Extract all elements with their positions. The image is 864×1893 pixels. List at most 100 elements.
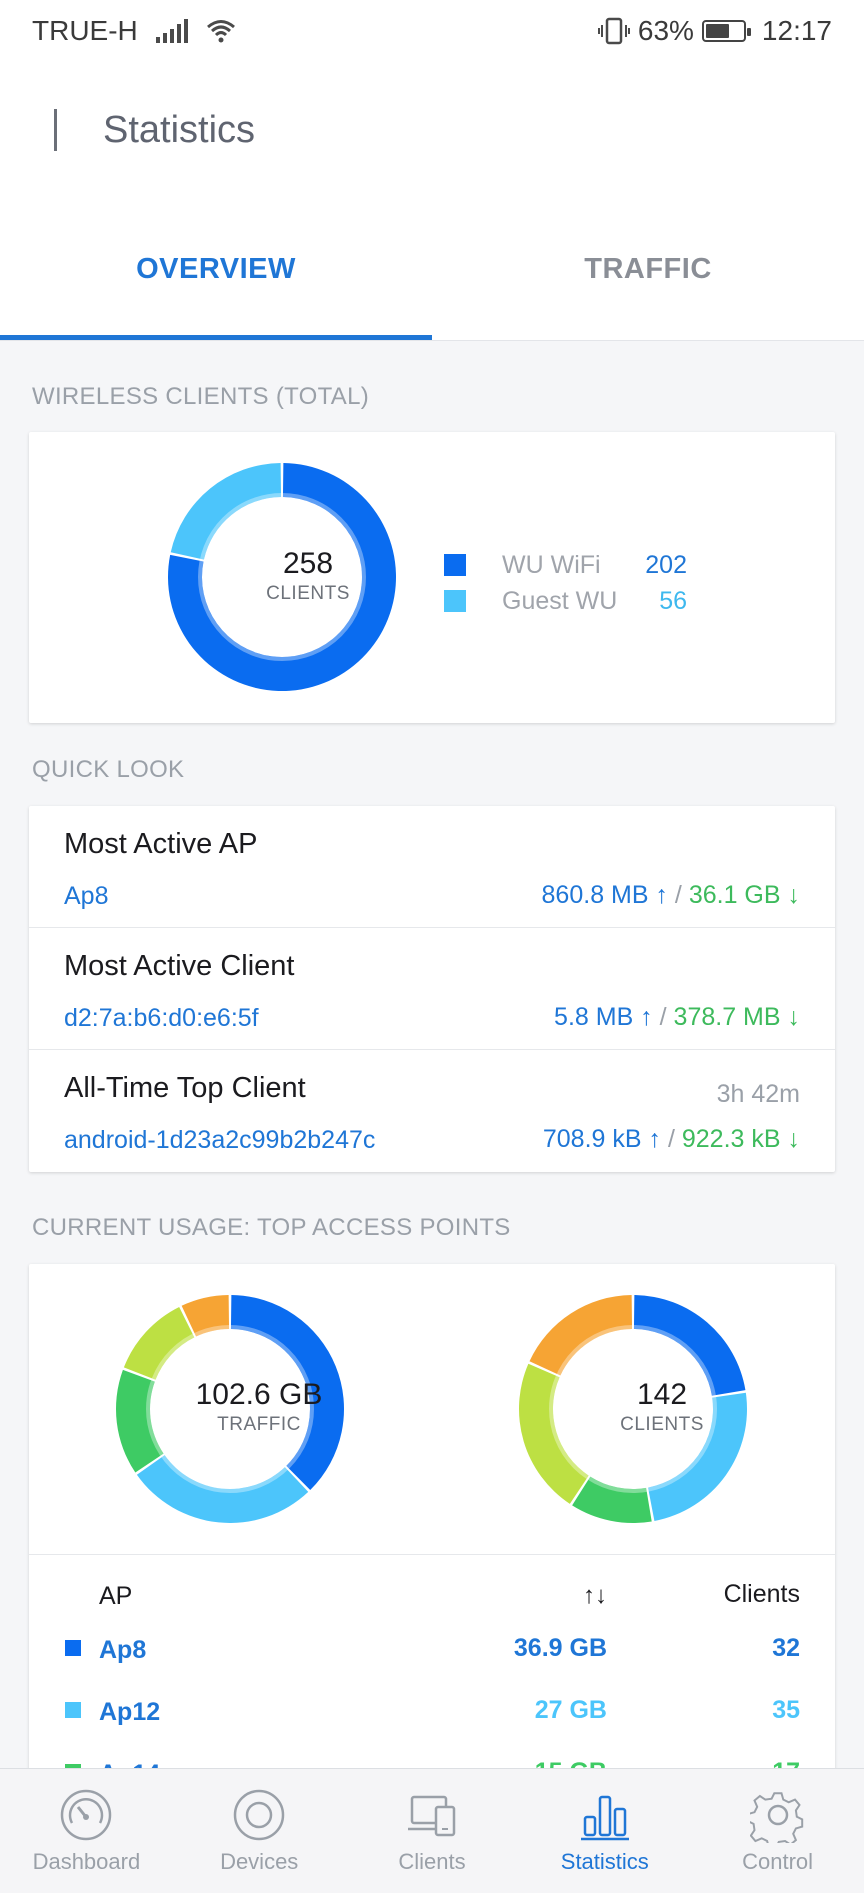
row-swatch <box>65 1702 81 1718</box>
wireless-clients-total: 258 <box>282 547 334 580</box>
donut-inner-ring <box>146 1325 314 1493</box>
top-access-points-heading: CURRENT USAGE: TOP ACCESS POINTS <box>32 1214 511 1241</box>
clients-donut <box>519 1295 747 1523</box>
donut-slice-0 <box>167 463 396 691</box>
separator: / <box>661 1125 682 1153</box>
nav-clients[interactable]: Clients <box>346 1769 519 1893</box>
ap-traffic: 36.9 GB <box>513 1634 607 1662</box>
wireless-clients-legend: WU WiFi 202 Guest WU 56 <box>444 547 687 619</box>
upload-value: 708.9 kB ↑ <box>542 1125 662 1153</box>
row-name-link[interactable]: d2:7a:b6:d0:e6:5f <box>64 1004 259 1032</box>
download-value: 922.3 kB ↓ <box>681 1125 800 1153</box>
ap-traffic: 27 GB <box>534 1696 607 1724</box>
traffic-slice-2 <box>116 1369 164 1473</box>
donut-slice-1 <box>170 463 282 560</box>
separator: / <box>652 1003 674 1031</box>
tab-traffic[interactable]: TRAFFIC <box>584 252 712 285</box>
page-title: Statistics <box>103 108 256 151</box>
clients-slice-0 <box>633 1295 746 1396</box>
ap-table-header: AP ↑↓ Clients <box>29 1570 835 1620</box>
row-traffic: 5.8 MB ↑ / 378.7 MB ↓ <box>554 1003 800 1032</box>
row-traffic: 708.9 kB ↑ / 922.3 kB ↓ <box>543 1125 800 1154</box>
vibrate-icon <box>597 17 630 45</box>
ap-name[interactable]: Ap12 <box>99 1698 161 1726</box>
nav-control[interactable]: Control <box>691 1769 864 1893</box>
wireless-clients-heading: WIRELESS CLIENTS (TOTAL) <box>32 383 370 410</box>
ap-name[interactable]: Ap8 <box>99 1636 147 1664</box>
column-header-traffic[interactable]: ↑↓ <box>583 1582 607 1609</box>
bottom-navigation: Dashboard Devices Clients Statistics <box>0 1768 864 1893</box>
menu-divider <box>54 109 57 151</box>
row-name-link[interactable]: Ap8 <box>64 882 109 910</box>
app-bar: Statistics <box>0 62 864 198</box>
traffic-slice-3 <box>123 1306 195 1380</box>
clients-total-label: CLIENTS <box>620 1414 704 1435</box>
ap-table-row[interactable]: Ap12 27 GB 35 <box>29 1682 835 1744</box>
nav-label: Statistics <box>560 1849 649 1874</box>
legend-swatch <box>444 554 466 576</box>
traffic-total: 102.6 GB <box>195 1378 323 1411</box>
row-swatch <box>65 1640 81 1656</box>
nav-label: Devices <box>220 1849 299 1874</box>
legend-name: Guest WU <box>502 586 618 615</box>
clients-slice-2 <box>572 1476 652 1523</box>
control-gear-icon <box>749 1792 803 1843</box>
battery-level <box>705 24 729 38</box>
row-duration: 3h 42m <box>716 1080 800 1108</box>
traffic-donut <box>116 1295 345 1523</box>
nav-statistics[interactable]: Statistics <box>518 1769 691 1893</box>
clients-slice-3 <box>519 1363 589 1504</box>
donut-inner-ring <box>549 1325 717 1493</box>
nav-dashboard[interactable]: Dashboard <box>0 1769 173 1893</box>
ap-clients: 35 <box>772 1696 800 1724</box>
statistics-bars-icon <box>580 1795 629 1841</box>
traffic-slice-1 <box>136 1455 309 1523</box>
quick-look-card: Most Active AP Ap8 860.8 MB ↑ / 36.1 GB … <box>29 806 835 1172</box>
quick-look-row-most-active-ap[interactable]: Most Active AP Ap8 860.8 MB ↑ / 36.1 GB … <box>29 806 835 928</box>
wireless-clients-center: 258 CLIENTS <box>233 547 383 605</box>
traffic-total-label: TRAFFIC <box>217 1414 301 1435</box>
traffic-donut-center: 102.6 GB TRAFFIC <box>159 1378 359 1436</box>
ap-table-row[interactable]: Ap8 36.9 GB 32 <box>29 1620 835 1682</box>
legend-swatch <box>444 590 466 612</box>
quick-look-row-all-time-top-client[interactable]: All-Time Top Client 3h 42m android-1d23a… <box>29 1050 835 1172</box>
devices-target-icon <box>233 1789 285 1841</box>
row-title: All-Time Top Client <box>64 1072 306 1104</box>
legend-item-wu-wifi: WU WiFi 202 <box>444 547 687 583</box>
tab-overview[interactable]: OVERVIEW <box>0 198 432 340</box>
separator: / <box>667 881 689 909</box>
top-aps-donuts <box>116 1295 747 1523</box>
battery-icon <box>701 20 751 42</box>
quick-look-heading: QUICK LOOK <box>32 756 185 783</box>
clients-total: 142 <box>636 1378 688 1411</box>
row-traffic: 860.8 MB ↑ / 36.1 GB ↓ <box>542 881 800 910</box>
tab-bar: OVERVIEW TRAFFIC <box>0 198 864 341</box>
wireless-clients-donut <box>167 463 396 691</box>
download-value: 36.1 GB ↓ <box>688 881 800 909</box>
download-value: 378.7 MB ↓ <box>673 1003 800 1031</box>
clients-donut-center: 142 CLIENTS <box>562 1378 762 1436</box>
wireless-clients-total-label: CLIENTS <box>266 583 350 604</box>
clients-monitor-icon <box>407 1795 456 1837</box>
column-header-ap[interactable]: AP <box>99 1582 133 1610</box>
divider <box>29 1554 835 1555</box>
quick-look-row-most-active-client[interactable]: Most Active Client d2:7a:b6:d0:e6:5f 5.8… <box>29 928 835 1050</box>
traffic-slice-4 <box>181 1295 230 1337</box>
upload-value: 860.8 MB ↑ <box>541 881 668 909</box>
row-name-link[interactable]: android-1d23a2c99b2b247c <box>64 1126 376 1154</box>
legend-value: 56 <box>659 586 687 615</box>
donut-inner-ring <box>198 493 366 661</box>
nav-label: Control <box>742 1849 814 1874</box>
nav-devices[interactable]: Devices <box>173 1769 346 1893</box>
wireless-clients-card: 258 CLIENTS WU WiFi 202 Guest WU 56 <box>29 432 835 723</box>
row-title: Most Active Client <box>64 950 295 982</box>
nav-label: Clients <box>398 1849 466 1874</box>
legend-name: WU WiFi <box>502 550 601 579</box>
battery-percent: 63% <box>637 15 694 46</box>
clock: 12:17 <box>761 15 832 46</box>
clients-slice-4 <box>529 1295 633 1376</box>
column-header-clients[interactable]: Clients <box>723 1580 800 1608</box>
nav-label: Dashboard <box>32 1849 141 1874</box>
signal-icon <box>155 19 188 43</box>
status-bar: TRUE-H 63% 12:17 <box>0 0 864 62</box>
